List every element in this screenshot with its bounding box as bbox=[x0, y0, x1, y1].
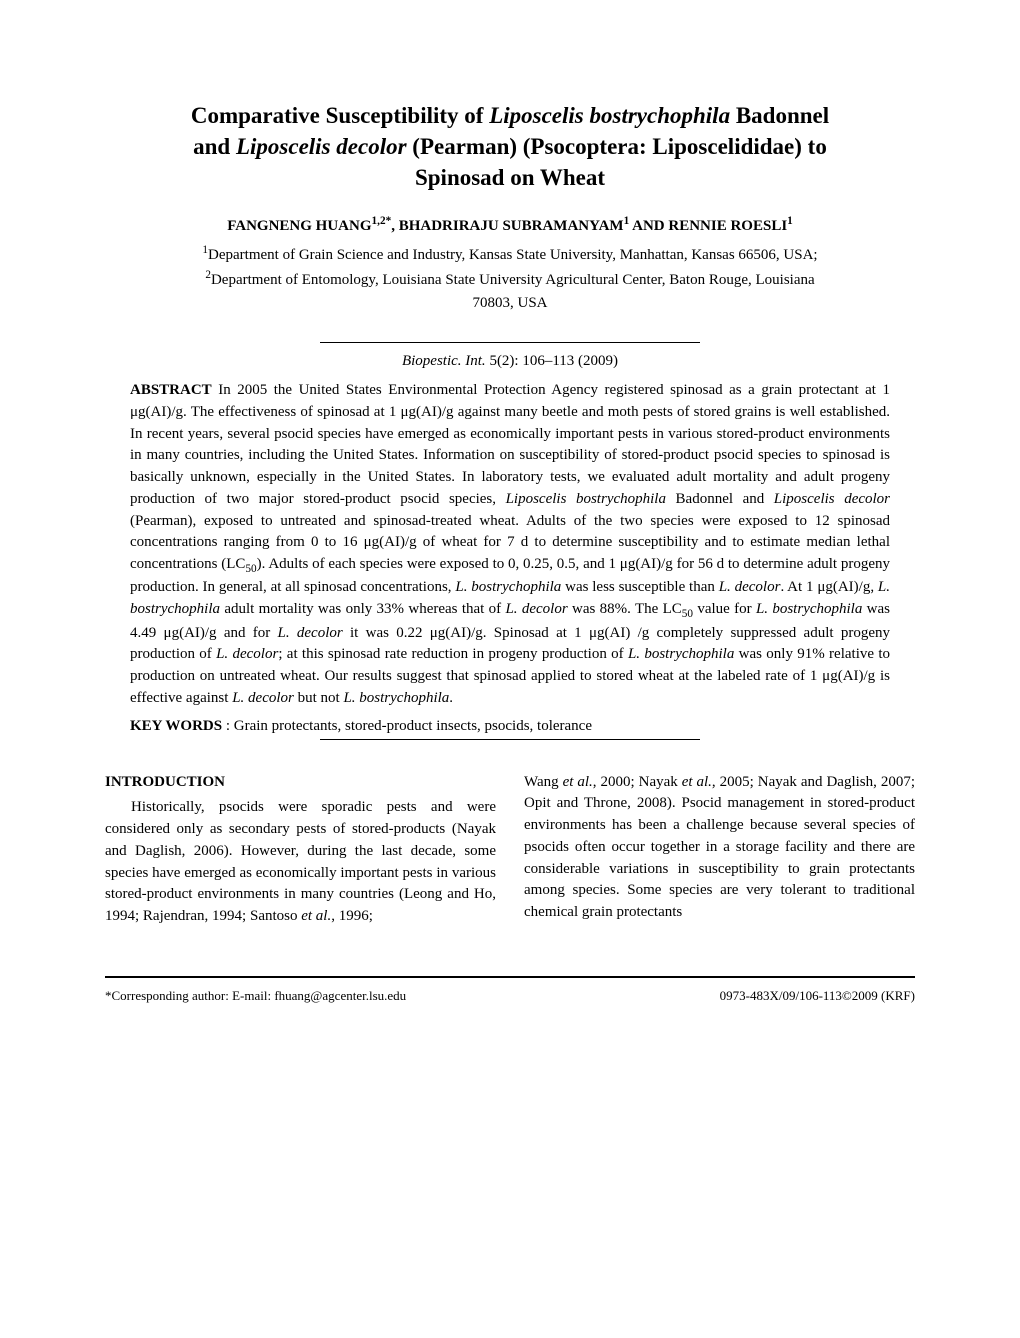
title-text-1: Comparative Susceptibility of bbox=[191, 103, 489, 128]
abstract-i3: L. bostrychophila bbox=[455, 579, 561, 595]
col2-etal-2: et al. bbox=[682, 774, 712, 790]
abstract-t5: was less susceptible than bbox=[561, 579, 718, 595]
intro-para-1-cont: Wang et al., 2000; Nayak et al., 2005; N… bbox=[524, 772, 915, 924]
footer-rule bbox=[105, 976, 915, 978]
abstract-i7: L. bostrychophila bbox=[756, 601, 862, 617]
column-left: INTRODUCTION Historically, psocids were … bbox=[105, 772, 496, 928]
citation-details: 5(2): 106–113 (2009) bbox=[486, 353, 618, 369]
keywords-text: : Grain protectants, stored-product inse… bbox=[222, 718, 592, 734]
abstract-sub2: 50 bbox=[682, 608, 693, 620]
col2-text-1b: , 2000; Nayak bbox=[593, 774, 682, 790]
abstract-t14: but not bbox=[294, 690, 344, 706]
abstract-i6: L. decolor bbox=[505, 601, 567, 617]
abstract-i1: Liposcelis bostrychophila bbox=[506, 491, 666, 507]
abstract-t1: In 2005 the United States Environmental … bbox=[130, 382, 890, 507]
column-right: Wang et al., 2000; Nayak et al., 2005; N… bbox=[524, 772, 915, 928]
affiliation-1: 1Department of Grain Science and Industr… bbox=[105, 243, 915, 266]
keywords: KEY WORDS : Grain protectants, stored-pr… bbox=[105, 718, 915, 735]
citation-journal: Biopestic. Int. bbox=[402, 353, 486, 369]
author-1: FANGNENG HUANG bbox=[227, 218, 371, 234]
abstract-i2: Liposcelis decolor bbox=[774, 491, 890, 507]
author-3: AND RENNIE ROESLI bbox=[629, 218, 787, 234]
abstract-t12: ; at this spinosad rate reduction in pro… bbox=[278, 646, 628, 662]
title-text-3: Spinosad on Wheat bbox=[415, 165, 605, 190]
abstract: ABSTRACT In 2005 the United States Envir… bbox=[105, 380, 915, 709]
abstract-sub1: 50 bbox=[245, 563, 256, 575]
authors-line: FANGNENG HUANG1,2*, BHADRIRAJU SUBRAMANY… bbox=[105, 215, 915, 235]
citation: Biopestic. Int. 5(2): 106–113 (2009) bbox=[105, 353, 915, 370]
title-text-2b: (Pearman) (Psocoptera: Liposcelididae) t… bbox=[407, 134, 827, 159]
affil-1-text: Department of Grain Science and Industry… bbox=[208, 247, 818, 263]
intro-para-1: Historically, psocids were sporadic pest… bbox=[105, 797, 496, 928]
author-3-sup: 1 bbox=[787, 215, 793, 227]
keywords-label: KEY WORDS bbox=[130, 718, 222, 734]
col1-text-1b: , 1996; bbox=[331, 908, 373, 924]
abstract-t7: adult mortality was only 33% whereas tha… bbox=[220, 601, 505, 617]
paper-title: Comparative Susceptibility of Liposcelis… bbox=[105, 100, 915, 193]
abstract-i4: L. decolor bbox=[719, 579, 781, 595]
title-species-1: Liposcelis bostrychophila bbox=[489, 103, 730, 128]
affiliation-2-line2: 70803, USA bbox=[105, 293, 915, 314]
abstract-label: ABSTRACT bbox=[130, 382, 212, 398]
abstract-i10: L. bostrychophila bbox=[628, 646, 734, 662]
body-columns: INTRODUCTION Historically, psocids were … bbox=[105, 772, 915, 928]
author-2: , BHADRIRAJU SUBRAMANYAM bbox=[391, 218, 623, 234]
title-species-2: Liposcelis decolor bbox=[236, 134, 407, 159]
abstract-t15: . bbox=[449, 690, 453, 706]
abstract-i8: L. decolor bbox=[278, 625, 343, 641]
title-text-2a: and bbox=[193, 134, 236, 159]
col1-etal-1: et al. bbox=[301, 908, 331, 924]
divider-bottom bbox=[320, 739, 700, 740]
abstract-t9: value for bbox=[693, 601, 756, 617]
col2-text-1c: , 2005; Nayak and Daglish, 2007; Opit an… bbox=[524, 774, 915, 921]
abstract-t2: Badonnel and bbox=[666, 491, 774, 507]
title-text-1b: Badonnel bbox=[730, 103, 829, 128]
abstract-t8: was 88%. The LC bbox=[568, 601, 682, 617]
affil-2-text: Department of Entomology, Louisiana Stat… bbox=[211, 272, 815, 288]
abstract-i12: L. bostrychophila bbox=[343, 690, 449, 706]
introduction-heading: INTRODUCTION bbox=[105, 772, 496, 794]
col2-text-1a: Wang bbox=[524, 774, 563, 790]
author-1-sup: 1,2* bbox=[372, 215, 392, 227]
copyright-text: 0973-483X/09/106-113©2009 (KRF) bbox=[720, 988, 915, 1004]
abstract-i11: L. decolor bbox=[232, 690, 294, 706]
affiliation-2: 2Department of Entomology, Louisiana Sta… bbox=[105, 268, 915, 291]
abstract-t6: . At 1 μg(AI)/g, bbox=[780, 579, 877, 595]
footer-row: *Corresponding author: E-mail: fhuang@ag… bbox=[105, 988, 915, 1004]
col2-etal-1: et al. bbox=[563, 774, 593, 790]
corresponding-author: *Corresponding author: E-mail: fhuang@ag… bbox=[105, 988, 406, 1004]
col1-text-1: Historically, psocids were sporadic pest… bbox=[105, 799, 496, 924]
affil-2-text-line2: 70803, USA bbox=[472, 295, 547, 311]
abstract-i9: L. decolor bbox=[216, 646, 278, 662]
divider-top bbox=[320, 342, 700, 343]
